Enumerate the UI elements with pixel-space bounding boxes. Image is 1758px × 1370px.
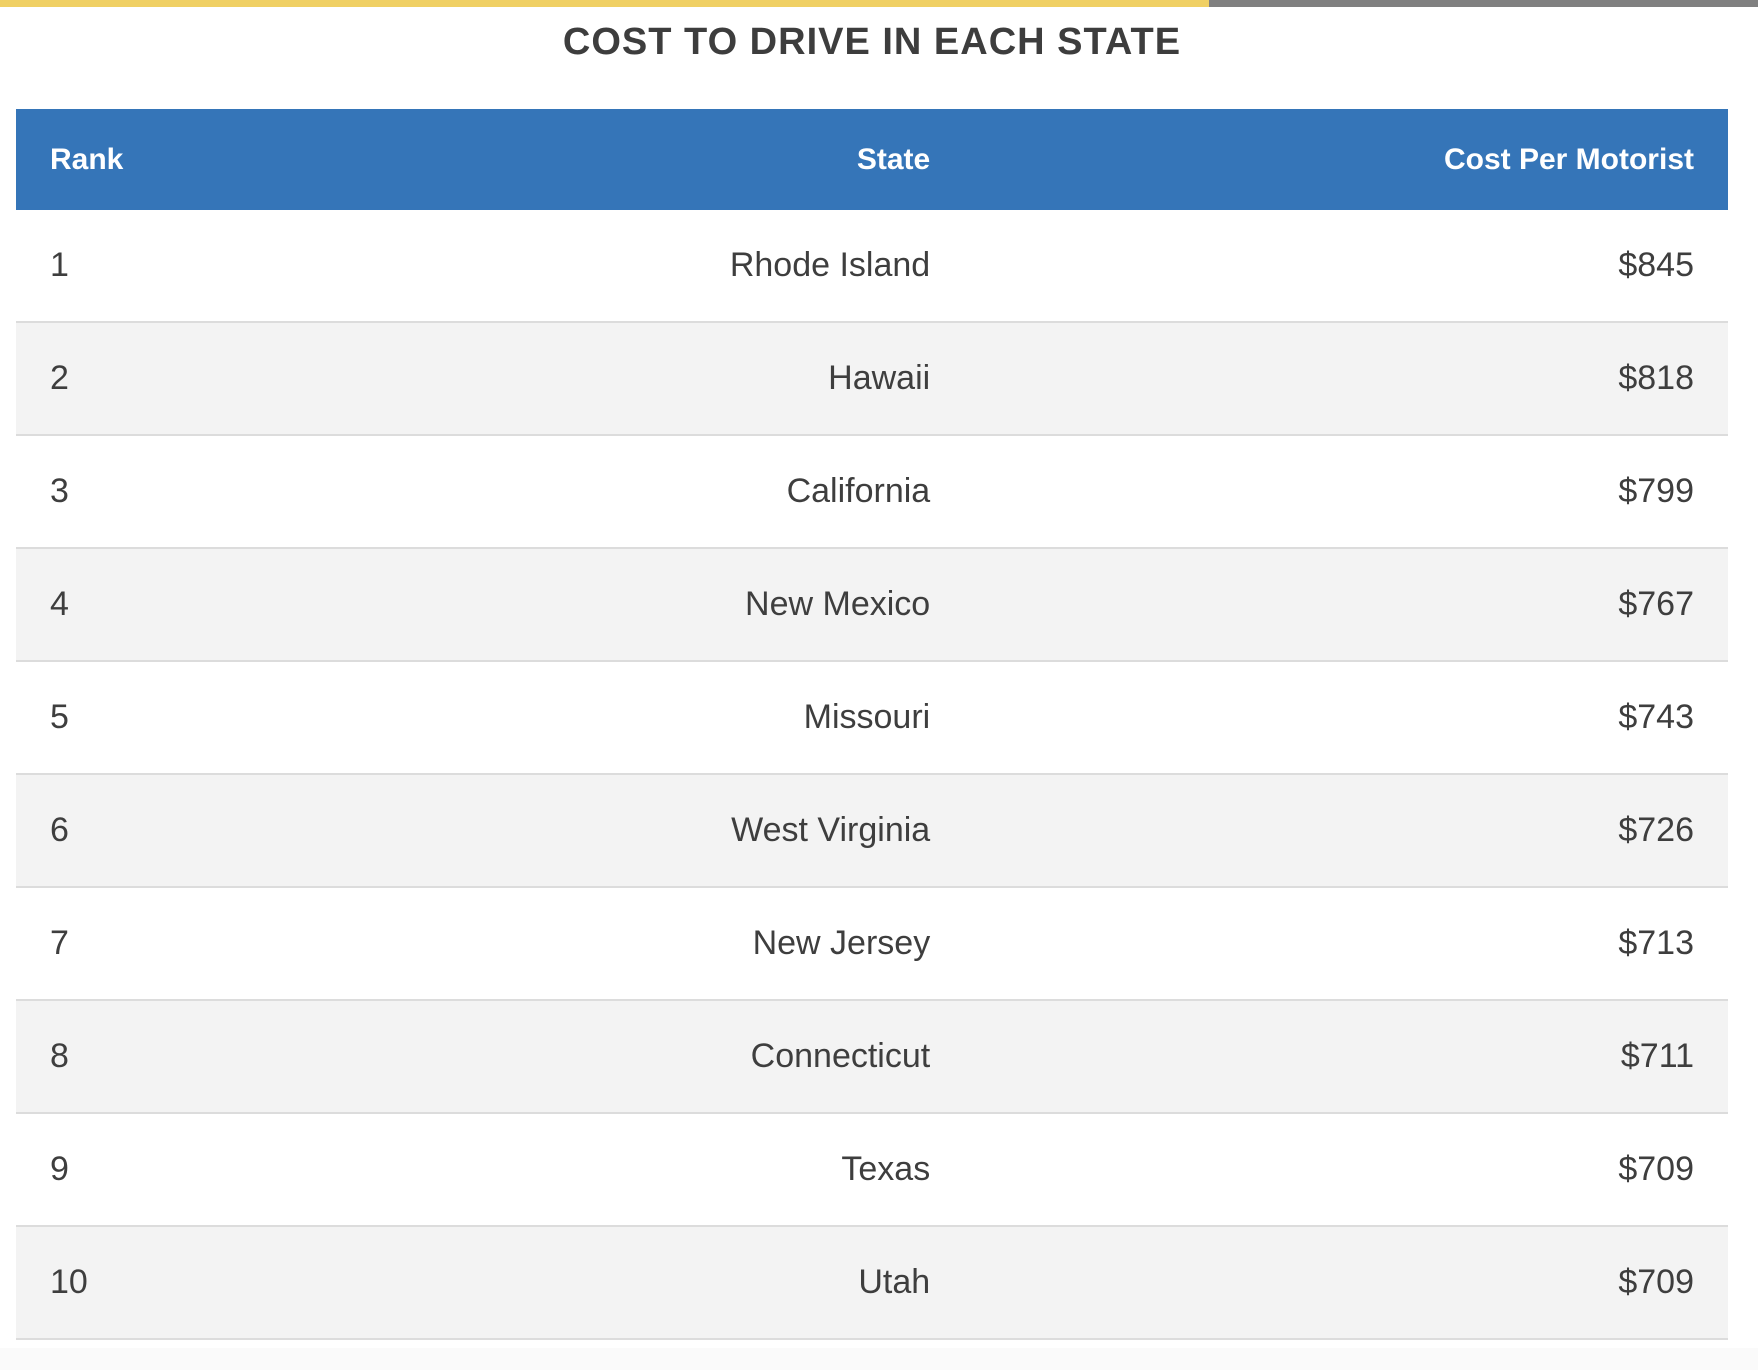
cost-cell: $767 <box>930 547 1728 661</box>
cost-cell: $799 <box>930 434 1728 548</box>
cost-cell: $709 <box>930 1225 1728 1340</box>
state-cell: Texas <box>546 1112 931 1226</box>
rank-cell: 3 <box>16 434 547 548</box>
state-cell: California <box>546 434 931 548</box>
table-row: 4 New Mexico $767 <box>16 547 1728 661</box>
table-row: 3 California $799 <box>16 434 1728 548</box>
rank-cell: 1 <box>16 210 547 322</box>
table-container: Rank State Cost Per Motorist 1 Rhode Isl… <box>16 109 1728 1340</box>
cost-cell: $711 <box>930 999 1728 1113</box>
rank-cell: 6 <box>16 773 547 887</box>
state-cell: West Virginia <box>546 773 931 887</box>
state-cell: Connecticut <box>546 999 931 1113</box>
state-cell: Missouri <box>546 660 931 774</box>
table-body: 1 Rhode Island $845 2 Hawaii $818 3 Cali… <box>16 210 1728 1340</box>
rank-cell: 2 <box>16 321 547 435</box>
rank-cell: 9 <box>16 1112 547 1226</box>
state-cell: Utah <box>546 1225 931 1340</box>
column-header-cost-per-motorist: Cost Per Motorist <box>930 109 1728 210</box>
cost-cell: $726 <box>930 773 1728 887</box>
cost-cell: $709 <box>930 1112 1728 1226</box>
column-header-state: State <box>546 109 931 210</box>
table-row: 1 Rhode Island $845 <box>16 210 1728 322</box>
accent-bar-yellow-segment <box>0 0 1209 7</box>
top-accent-bar <box>0 0 1758 7</box>
table-header: Rank State Cost Per Motorist <box>16 109 1728 210</box>
rank-cell: 8 <box>16 999 547 1113</box>
header-row: Rank State Cost Per Motorist <box>16 109 1728 210</box>
state-cell: Hawaii <box>546 321 931 435</box>
table-row: 6 West Virginia $726 <box>16 773 1728 887</box>
rank-cell: 5 <box>16 660 547 774</box>
cost-cell: $713 <box>930 886 1728 1000</box>
accent-bar-gray-segment <box>1209 0 1758 7</box>
bottom-strip <box>0 1348 1758 1370</box>
column-header-rank: Rank <box>16 109 547 210</box>
state-cell: New Mexico <box>546 547 931 661</box>
table-row: 5 Missouri $743 <box>16 660 1728 774</box>
cost-cell: $845 <box>930 210 1728 322</box>
cost-to-drive-table: Rank State Cost Per Motorist 1 Rhode Isl… <box>16 109 1728 1340</box>
cost-cell: $818 <box>930 321 1728 435</box>
page-title: COST TO DRIVE IN EACH STATE <box>562 21 1182 63</box>
rank-cell: 10 <box>16 1225 547 1340</box>
cost-cell: $743 <box>930 660 1728 774</box>
table-row: 8 Connecticut $711 <box>16 999 1728 1113</box>
state-cell: New Jersey <box>546 886 931 1000</box>
table-row: 10 Utah $709 <box>16 1225 1728 1340</box>
table-row: 9 Texas $709 <box>16 1112 1728 1226</box>
table-row: 2 Hawaii $818 <box>16 321 1728 435</box>
table-row: 7 New Jersey $713 <box>16 886 1728 1000</box>
state-cell: Rhode Island <box>546 210 931 322</box>
rank-cell: 4 <box>16 547 547 661</box>
rank-cell: 7 <box>16 886 547 1000</box>
